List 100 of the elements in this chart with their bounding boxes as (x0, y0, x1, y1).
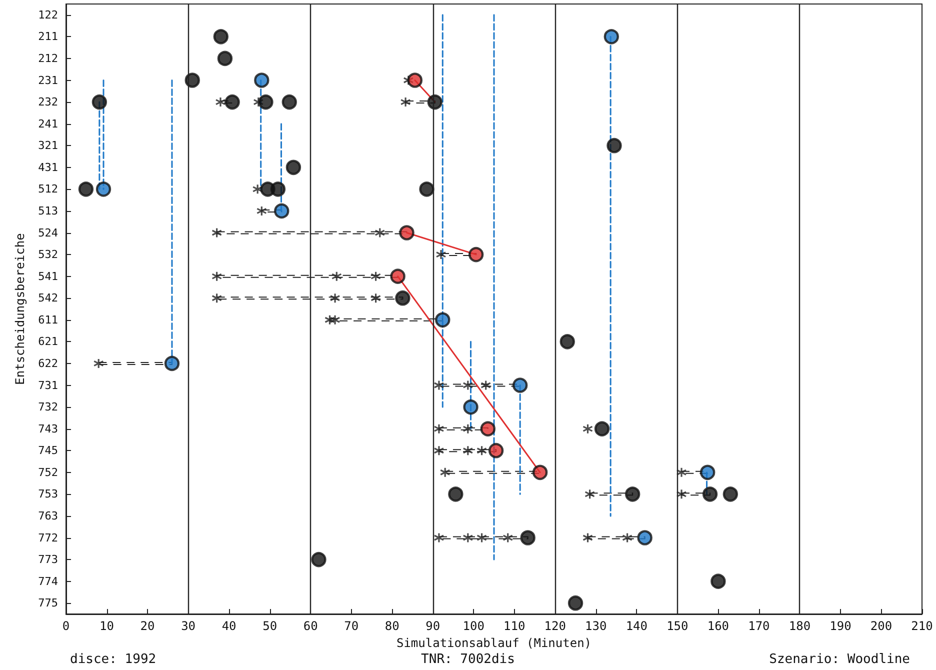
x-tick-label: 140 (626, 619, 648, 633)
point (676, 467, 687, 478)
y-tick-label: 753 (38, 488, 58, 501)
point (582, 424, 594, 434)
x-tick-label: 100 (462, 619, 484, 633)
point (399, 225, 414, 240)
point (256, 206, 267, 216)
point (476, 445, 488, 456)
point (435, 312, 450, 328)
point (434, 445, 444, 456)
y-tick-label: 512 (38, 182, 58, 196)
y-tick-label: 622 (38, 356, 58, 370)
point (215, 96, 226, 108)
point (468, 246, 484, 262)
y-tick-label: 773 (38, 553, 58, 566)
x-axis-title: Simulationsablauf (Minuten) (396, 636, 592, 650)
point (78, 182, 94, 197)
x-tick-label: 70 (344, 619, 359, 633)
point (374, 227, 386, 238)
point (462, 532, 474, 544)
point (93, 358, 104, 369)
point (434, 424, 444, 434)
point (184, 72, 200, 88)
x-tick-label: 10 (100, 619, 114, 633)
point (258, 94, 274, 110)
point (331, 271, 342, 282)
y-tick-label: 211 (38, 30, 58, 44)
point (427, 94, 442, 110)
x-tick-label: 150 (666, 619, 688, 633)
text: Szenario: Woodline (769, 652, 910, 667)
y-tick-label: 542 (38, 292, 58, 305)
point (520, 530, 536, 546)
point (254, 72, 270, 88)
point (502, 532, 514, 544)
point (480, 421, 496, 436)
y-tick-label: 321 (38, 139, 58, 152)
y-tick-label: 774 (38, 574, 58, 588)
point (419, 182, 434, 197)
x-tick-label: 60 (303, 619, 318, 633)
x-tick-label: 120 (544, 619, 566, 633)
y-tick-label: 611 (38, 313, 58, 326)
x-tick-label: 0 (62, 619, 70, 633)
point (212, 292, 222, 304)
point (560, 334, 575, 350)
point (462, 424, 474, 434)
point (370, 292, 382, 304)
x-tick-label: 30 (181, 619, 196, 633)
point (532, 464, 548, 480)
point (213, 29, 228, 44)
point (676, 488, 687, 500)
point (463, 399, 478, 415)
point (448, 486, 464, 502)
x-tick-label: 50 (262, 619, 278, 633)
y-tick-label: 241 (38, 117, 58, 130)
y-tick-label: 513 (38, 204, 58, 218)
point (96, 182, 112, 197)
y-tick-label: 122 (38, 8, 58, 22)
x-tick-label: 130 (585, 619, 607, 633)
y-tick-label: 775 (38, 596, 58, 610)
point (282, 94, 297, 110)
y-tick-label: 743 (38, 422, 58, 436)
y-tick-label: 621 (38, 335, 58, 348)
point (625, 486, 640, 502)
x-tick-label: 110 (504, 619, 526, 633)
y-axis-title: Entscheidungsbereiche (13, 233, 27, 385)
point (311, 552, 326, 568)
point (512, 378, 528, 393)
y-tick-label: 745 (38, 444, 58, 458)
y-tick-label: 524 (38, 226, 58, 240)
point (480, 380, 492, 391)
point (440, 467, 450, 478)
point (476, 532, 488, 544)
point (594, 421, 610, 436)
text: disce: 1992 (70, 652, 156, 667)
point (568, 596, 584, 611)
point (434, 532, 444, 544)
point (722, 486, 738, 502)
point (274, 203, 290, 219)
x-tick-label: 190 (830, 619, 852, 633)
y-tick-label: 541 (38, 270, 58, 283)
y-tick-label: 731 (38, 378, 58, 392)
x-tick-label: 170 (748, 619, 770, 633)
point (286, 160, 302, 175)
point (370, 271, 382, 282)
x-tick-label: 180 (788, 619, 811, 633)
point (584, 488, 596, 500)
point (434, 380, 444, 391)
point (622, 532, 633, 544)
x-tick-label: 200 (870, 619, 892, 633)
x-tick-label: 40 (222, 619, 236, 633)
y-tick-label: 763 (38, 509, 58, 522)
y-tick-label: 752 (38, 466, 58, 479)
point (217, 50, 233, 66)
y-tick-label: 431 (38, 160, 58, 174)
point (488, 443, 504, 458)
point (436, 249, 446, 260)
point (252, 184, 263, 194)
x-tick-label: 160 (707, 619, 730, 633)
point (710, 574, 726, 589)
point (212, 271, 222, 282)
